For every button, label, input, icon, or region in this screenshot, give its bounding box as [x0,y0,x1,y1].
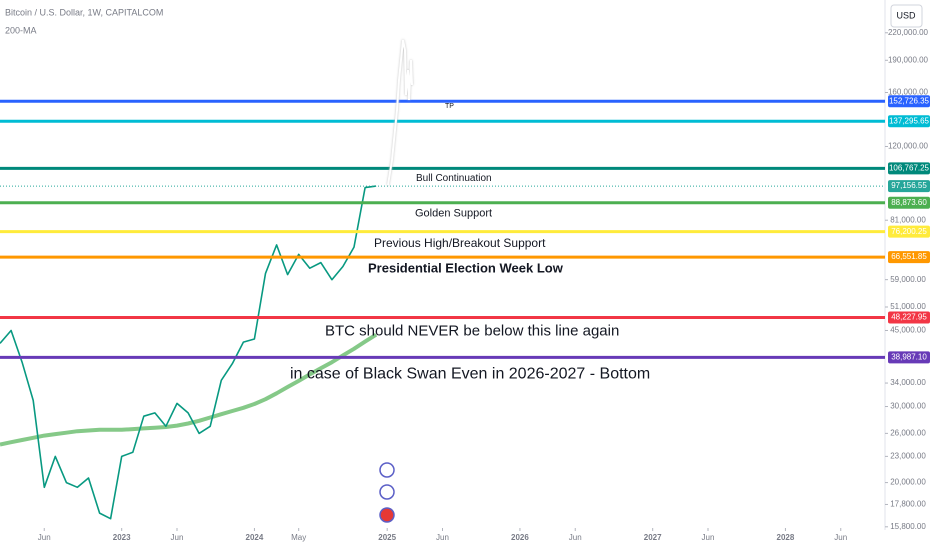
level-tag [888,162,930,175]
level-tag-label: 48,227.95 [891,313,927,322]
y-tick-label: 23,000.00 [890,451,926,460]
y-tick-label: 160,000.00 [888,88,929,97]
x-tick-label: 2025 [378,533,396,542]
level-tag [888,311,930,324]
icon[interactable] [379,507,395,523]
y-tick-label: 20,000.00 [890,478,926,487]
y-tick-label: 120,000.00 [888,142,929,151]
x-tick-label: 2023 [113,533,131,542]
level-tag-label: 66,551.85 [891,252,927,261]
level-tag-label: 152,726.35 [889,96,930,105]
y-tick-label: 15,800.00 [890,522,926,531]
level-tag-label: 88,873.60 [891,198,927,207]
y-tick-label: 30,000.00 [890,402,926,411]
icon[interactable] [379,484,395,500]
y-tick-label: 45,000.00 [890,326,926,335]
x-tick-label: May [291,533,306,542]
icons [379,462,395,523]
level-tag-label: 76,200.25 [891,227,927,236]
projection-drawing [387,39,413,186]
level-annotation: TP [445,103,454,110]
indicator-label: 200-MA [5,25,37,35]
y-tick-label: 51,000.00 [890,302,926,311]
price-line [0,185,377,520]
level-annotation: BTC should NEVER be below this line agai… [325,322,619,339]
currency-label: USD [896,10,916,20]
level-annotation: Previous High/Breakout Support [374,236,546,250]
x-tick-label: 2028 [777,533,795,542]
price-tag-label: 97,156.55 [891,181,927,190]
level-tag-label: 38,987.10 [891,352,927,361]
x-tick-label: 2026 [511,533,529,542]
y-tick-label: 59,000.00 [890,275,926,284]
level-annotation: Bull Continuation [416,173,492,184]
y-tick-label: 34,000.00 [890,378,926,387]
level-tag [888,196,930,209]
level-tag [888,351,930,364]
level-tag [888,251,930,264]
currency-button[interactable] [890,4,923,28]
level-tag [888,225,930,238]
chart-title: Bitcoin / U.S. Dollar, 1W, CAPITALCOM [5,7,163,17]
ma-line [0,333,378,447]
x-tick-label: 2024 [246,533,264,542]
level-annotation: Golden Support [415,208,492,220]
level-tag [888,115,930,128]
y-tick-label: 81,000.00 [890,215,926,224]
level-tag-label: 106,767.25 [889,164,930,173]
level-tag [888,95,930,108]
price-tag [888,180,930,193]
x-tick-label: Jun [436,533,449,542]
x-tick-label: Jun [569,533,582,542]
y-tick-label: 190,000.00 [888,55,929,64]
level-tag-label: 137,295.65 [889,116,930,125]
y-tick-label: 26,000.00 [890,428,926,437]
level-annotation: Presidential Election Week Low [368,261,564,276]
icon[interactable] [379,462,395,478]
y-tick-label: 220,000.00 [888,28,929,37]
x-tick-label: Jun [702,533,715,542]
x-tick-label: Jun [38,533,51,542]
y-tick-label: 17,800.00 [890,500,926,509]
level-annotation: in case of Black Swan Even in 2026-2027 … [290,366,650,383]
x-tick-label: Jun [834,533,847,542]
x-tick-label: 2027 [644,533,662,542]
x-tick-label: Jun [171,533,184,542]
